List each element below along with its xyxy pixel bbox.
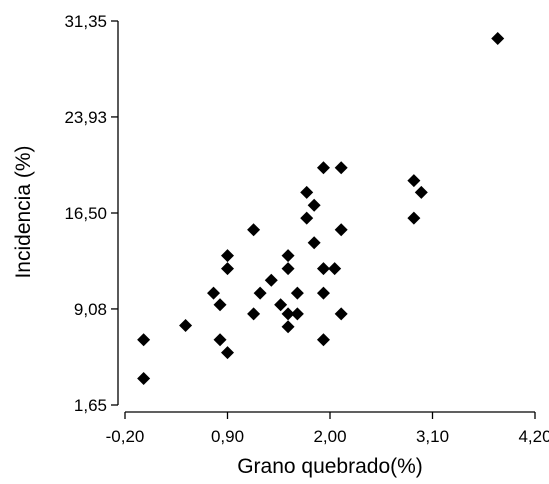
data-point [247,223,261,237]
data-point [334,161,348,175]
x-tick-label: 3,10 [416,427,449,446]
data-point [213,333,227,347]
x-tick-label: 0,90 [211,427,244,446]
data-point [307,236,321,250]
y-axis-title: Incidencia (%) [12,145,35,278]
data-point [328,262,342,276]
data-point [290,286,304,300]
y-axis: 1,65 9,08 16,50 23,93 31,35 [64,12,119,415]
data-point [207,286,221,300]
data-point [281,262,295,276]
data-point [253,286,267,300]
data-point [274,298,288,312]
data-point [300,185,314,199]
data-point [316,161,330,175]
data-point [307,198,321,212]
x-tick-label: -0,20 [106,427,145,446]
y-tick-label: 1,65 [74,396,107,415]
data-point [316,286,330,300]
data-point [334,223,348,237]
data-point [281,249,295,263]
data-point [407,211,421,225]
data-point [137,333,151,347]
data-point [221,346,234,360]
data-point [221,249,234,263]
y-tick-label: 16,50 [64,204,107,223]
data-point [221,262,234,276]
data-point [137,371,151,385]
x-tick-label: 2,00 [313,427,346,446]
y-ticks: 1,65 9,08 16,50 23,93 31,35 [64,12,118,415]
data-point [281,320,295,334]
data-point [300,211,314,225]
data-point [414,185,428,199]
data-point [316,333,330,347]
data-point [179,318,193,332]
y-tick-label: 23,93 [64,108,107,127]
x-tick-label: 4,20 [518,427,549,446]
data-point [491,31,505,45]
data-point [281,307,295,321]
data-points [137,31,505,385]
y-tick-label: 9,08 [74,300,107,319]
data-point [334,307,348,321]
data-point [316,262,330,276]
y-tick-label: 31,35 [64,12,107,31]
data-point [407,174,421,188]
data-point [290,307,304,321]
data-point [264,273,278,287]
x-axis: -0,20 0,90 2,00 3,10 4,20 [106,411,549,446]
x-axis-title: Grano quebrado(%) [237,455,423,478]
data-point [247,307,261,321]
data-point [213,298,227,312]
x-ticks: -0,20 0,90 2,00 3,10 4,20 [106,412,549,446]
